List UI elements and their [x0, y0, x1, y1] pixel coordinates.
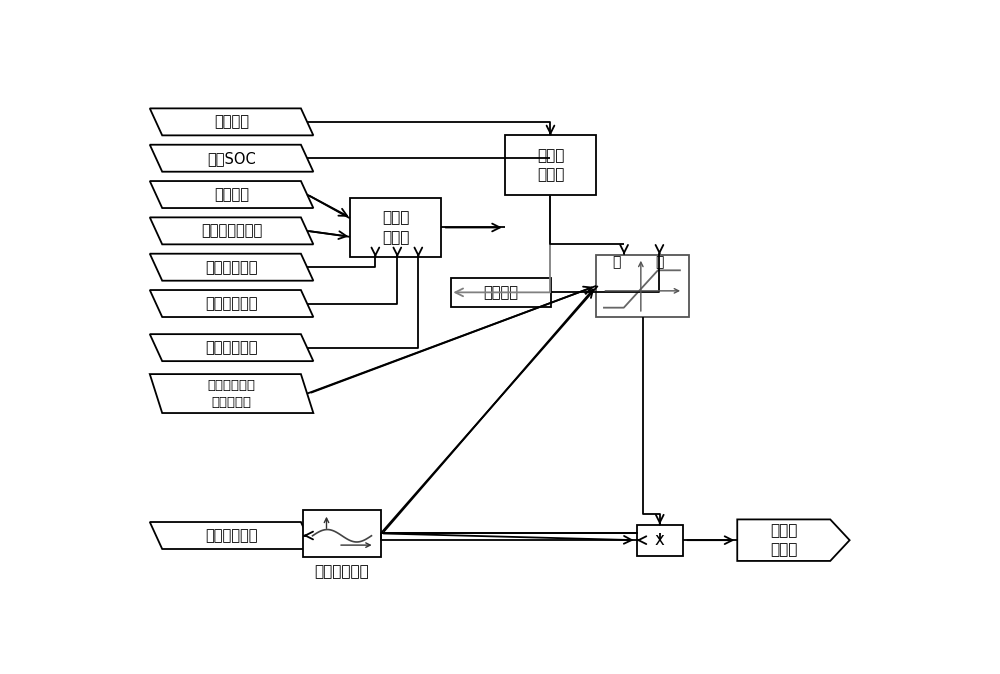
Text: 电池放
电功率: 电池放 电功率: [382, 210, 409, 245]
Text: 电池SOC: 电池SOC: [207, 151, 256, 166]
Polygon shape: [150, 109, 313, 135]
Bar: [596, 255, 689, 317]
Polygon shape: [150, 145, 313, 172]
Text: 小: 小: [612, 255, 621, 269]
Polygon shape: [150, 218, 313, 245]
Bar: [505, 135, 596, 195]
Text: 电池故障状态: 电池故障状态: [205, 340, 258, 355]
Bar: [303, 510, 381, 557]
Bar: [450, 278, 551, 307]
Bar: [350, 197, 441, 257]
Text: 电机驱
动扭矩: 电机驱 动扭矩: [770, 523, 797, 557]
Polygon shape: [150, 290, 313, 317]
Text: 电池温度: 电池温度: [214, 187, 249, 202]
Polygon shape: [150, 334, 313, 361]
Text: 加速踏板开度: 加速踏板开度: [205, 528, 258, 543]
Polygon shape: [150, 253, 313, 280]
Polygon shape: [150, 522, 313, 549]
Polygon shape: [150, 181, 313, 208]
Polygon shape: [150, 374, 313, 413]
Bar: [637, 524, 683, 556]
Text: 电机转速: 电机转速: [214, 115, 249, 129]
Text: x: x: [655, 531, 665, 549]
Text: 电池电压及电流: 电池电压及电流: [201, 223, 262, 239]
Text: 驱动特性曲线: 驱动特性曲线: [315, 564, 369, 579]
Text: 计算电
机扭矩: 计算电 机扭矩: [537, 148, 564, 183]
Polygon shape: [737, 520, 850, 561]
Text: 最小转矩: 最小转矩: [483, 285, 518, 300]
Text: 电机的最大允
许驱动扭矩: 电机的最大允 许驱动扭矩: [208, 379, 256, 408]
Text: 大: 大: [655, 255, 664, 269]
Text: 放电最低电压: 放电最低电压: [205, 259, 258, 275]
Text: 最大放电电流: 最大放电电流: [205, 296, 258, 311]
